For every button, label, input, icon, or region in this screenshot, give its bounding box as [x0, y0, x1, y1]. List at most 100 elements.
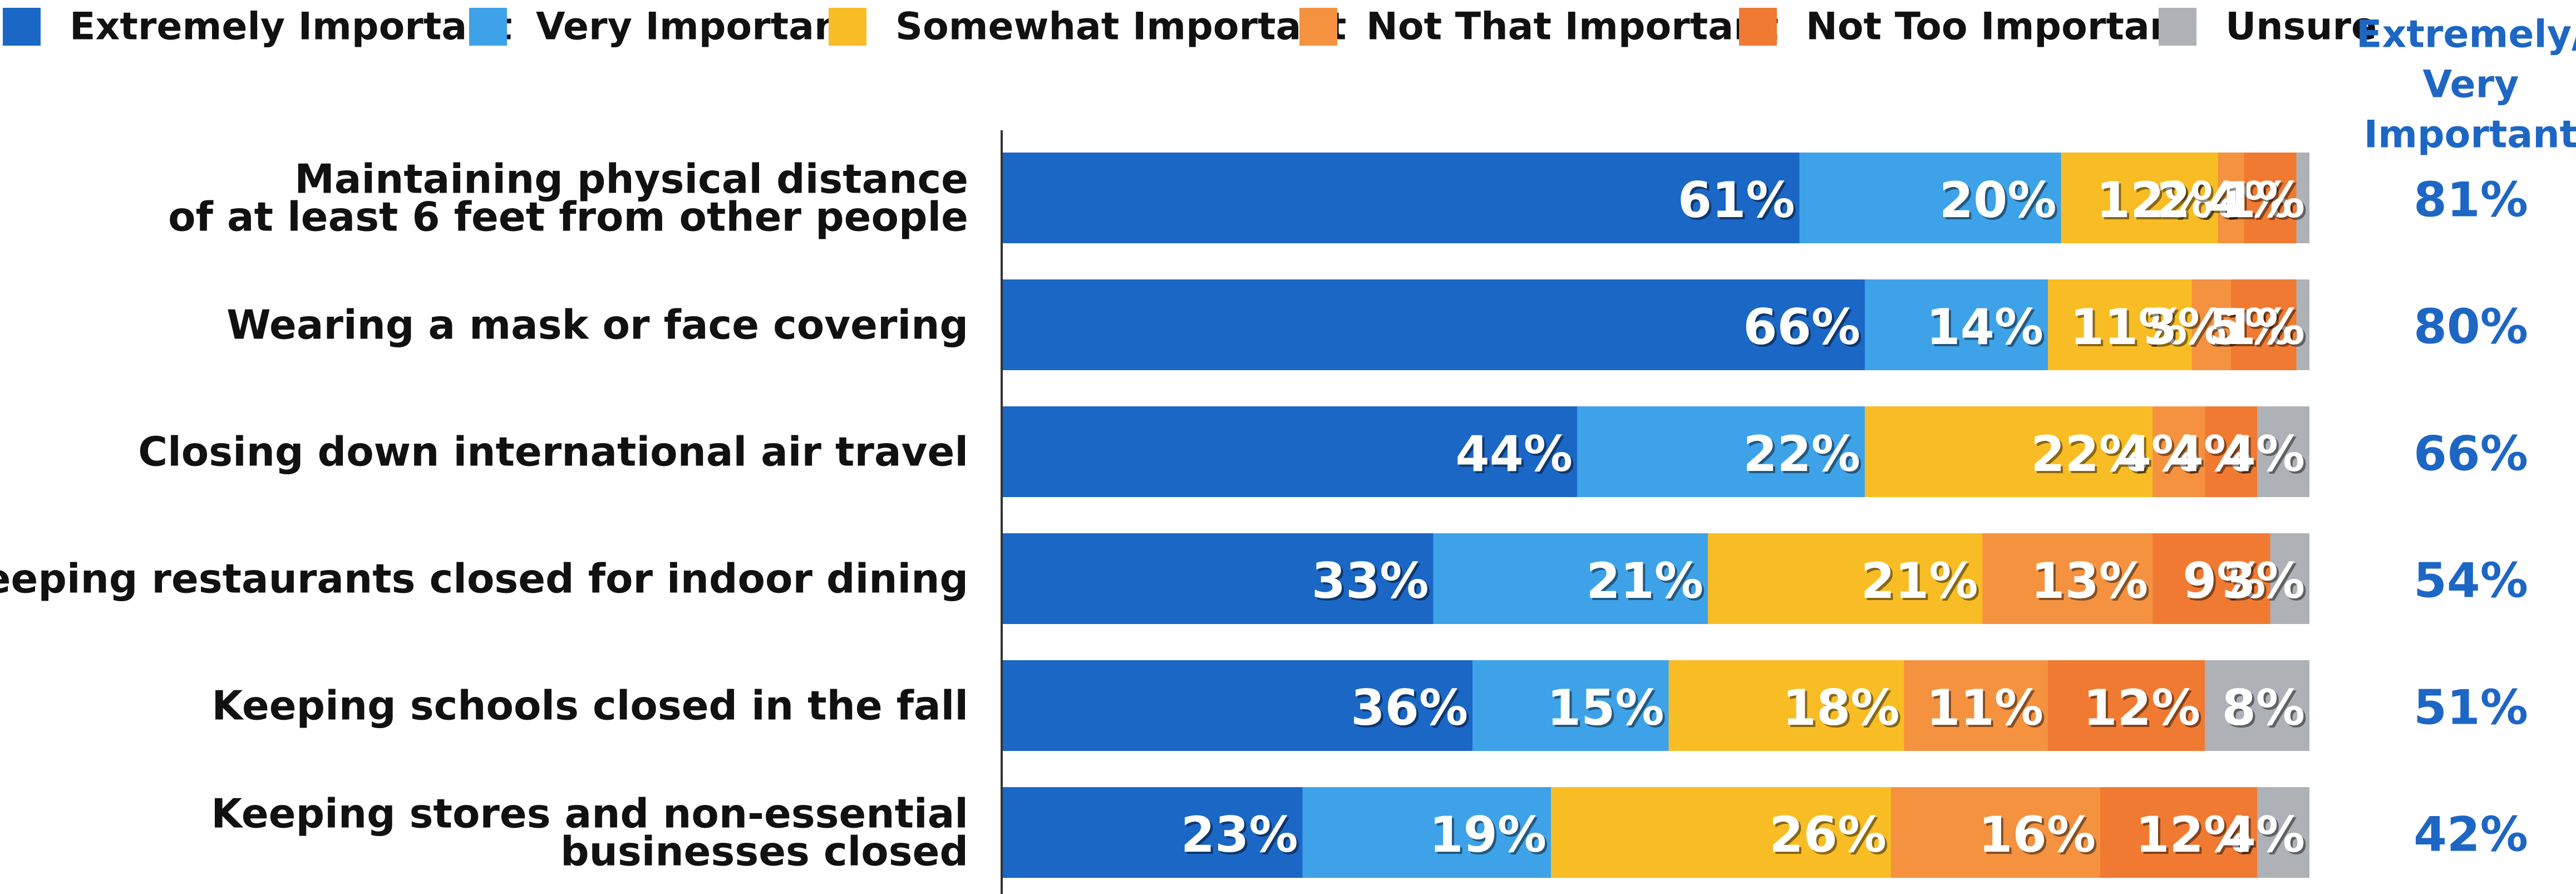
bar-segment — [2257, 787, 2309, 878]
bar-value-label: 5% — [2209, 298, 2292, 356]
category-label: Closing down international air travel — [138, 429, 968, 475]
bar-value-label-shadow: 22% — [1745, 428, 1863, 485]
bar-segment — [1904, 660, 2048, 751]
bar-segment — [1668, 660, 1904, 751]
bar-value-label: 19% — [1429, 806, 1546, 863]
bar-value-label-shadow: 1% — [2224, 174, 2307, 231]
bar-segment — [2048, 279, 2192, 370]
bar-value-label-shadow: 18% — [1785, 681, 1902, 739]
bar-segment — [2100, 787, 2257, 878]
totals-header-line: Very — [2423, 63, 2519, 107]
bar-value-label-shadow: 33% — [1314, 554, 1431, 612]
bar-value-label-shadow: 61% — [1680, 174, 1797, 231]
bar-value-label: 4% — [2117, 425, 2200, 483]
bar-segment — [1708, 533, 1983, 624]
bar-value-label: 4% — [2222, 806, 2305, 863]
bar-value-label-shadow: 1% — [2224, 301, 2307, 358]
legend-label: Somewhat Important — [895, 5, 1346, 49]
bar-value-label: 4% — [2170, 425, 2253, 483]
bar-value-label: 18% — [1782, 679, 1900, 736]
bar-value-label: 22% — [2031, 425, 2148, 483]
bar-segment — [2257, 406, 2309, 497]
bar-value-label-shadow: 13% — [2033, 554, 2150, 612]
bar-value-label-shadow: 21% — [1588, 554, 1706, 612]
legend-swatch — [829, 8, 866, 46]
bar-value-label-shadow: 5% — [2211, 301, 2294, 358]
bar-segment — [2231, 279, 2297, 370]
bar-segment — [2244, 153, 2297, 243]
total-value-label: 42% — [2414, 807, 2528, 863]
bar-value-label-shadow: 44% — [1457, 428, 1575, 485]
category-label: Keeping restaurants closed for indoor di… — [0, 556, 968, 602]
bar-segment — [2205, 406, 2257, 497]
bar-value-label: 4% — [2222, 425, 2305, 483]
bar-value-label-shadow: 2% — [2159, 174, 2242, 231]
bar-value-label-shadow: 23% — [1183, 808, 1301, 866]
bar-value-label-shadow: 21% — [1863, 554, 1981, 612]
bar-segment — [2061, 153, 2218, 243]
legend-label: Very Important — [536, 5, 859, 49]
category-label: businesses closed — [560, 828, 968, 875]
bar-value-label: 14% — [1926, 298, 2043, 356]
totals-header-line: Important — [2364, 113, 2576, 157]
bar-value-label: 3% — [2144, 298, 2227, 356]
bar-value-label: 2% — [2156, 171, 2239, 229]
bar-value-label: 20% — [1939, 171, 2057, 229]
bar-value-label-shadow: 4% — [2224, 808, 2307, 866]
bar-value-label: 13% — [2031, 552, 2148, 610]
bar-segment — [2270, 533, 2309, 624]
bar-value-label: 9% — [2183, 552, 2265, 610]
bar-segment — [1891, 787, 2100, 878]
bar-value-label: 22% — [1743, 425, 1860, 483]
bar-segment — [2153, 406, 2205, 497]
bar-value-label-shadow: 8% — [2224, 681, 2307, 739]
bar-value-label: 11% — [2070, 298, 2188, 356]
bar-value-label-shadow: 66% — [1745, 301, 1863, 358]
bar-value-label-shadow: 12% — [2137, 808, 2255, 866]
bar-value-label-shadow: 4% — [2211, 174, 2294, 231]
bar-segment — [2191, 279, 2231, 370]
bar-value-label: 21% — [1861, 552, 1978, 610]
category-label: Keeping stores and non-essential — [211, 790, 968, 837]
bar-segment — [2296, 153, 2309, 243]
bar-value-label-shadow: 26% — [1771, 808, 1889, 866]
total-value-label: 54% — [2414, 553, 2528, 609]
bar-value-label: 12% — [2083, 679, 2200, 736]
bar-segment — [1577, 406, 1865, 497]
bar-value-label: 12% — [2096, 171, 2214, 229]
category-label: Maintaining physical distance — [294, 156, 968, 203]
legend-swatch — [1739, 8, 1777, 46]
total-value-label: 66% — [2414, 426, 2528, 482]
bar-value-label: 8% — [2222, 679, 2305, 736]
bar-value-label: 1% — [2222, 171, 2305, 229]
bar-value-label-shadow: 12% — [2085, 681, 2203, 739]
bar-segment — [1002, 153, 1800, 243]
bar-value-label-shadow: 19% — [1431, 808, 1549, 866]
legend-swatch — [3, 8, 41, 46]
bar-value-label-shadow: 12% — [2099, 174, 2216, 231]
total-value-label: 81% — [2414, 173, 2528, 228]
bar-segment — [1002, 406, 1577, 497]
legend-label: Unsure — [2225, 5, 2377, 49]
bar-segment — [1002, 279, 1865, 370]
bar-value-label-shadow: 4% — [2224, 428, 2307, 485]
bar-segment — [1865, 279, 2048, 370]
bar-value-label-shadow: 22% — [2033, 428, 2150, 485]
bar-segment — [1433, 533, 1708, 624]
bar-value-label: 16% — [1978, 806, 2096, 863]
bar-value-label: 3% — [2222, 552, 2305, 610]
bar-value-label: 66% — [1743, 298, 1860, 356]
legend-label: Extremely Important — [70, 5, 512, 49]
bar-segment — [1002, 660, 1472, 751]
bar-value-label: 33% — [1312, 552, 1429, 610]
bar-value-label-shadow: 3% — [2146, 301, 2229, 358]
bar-segment — [1865, 406, 2153, 497]
bar-value-label: 21% — [1586, 552, 1703, 610]
bar-value-label-shadow: 14% — [1928, 301, 2046, 358]
bar-value-label-shadow: 11% — [2072, 301, 2190, 358]
bar-value-label-shadow: 20% — [1942, 174, 2059, 231]
bar-value-label: 15% — [1547, 679, 1664, 736]
bar-value-label-shadow: 11% — [1928, 681, 2046, 739]
bar-segment — [2048, 660, 2205, 751]
